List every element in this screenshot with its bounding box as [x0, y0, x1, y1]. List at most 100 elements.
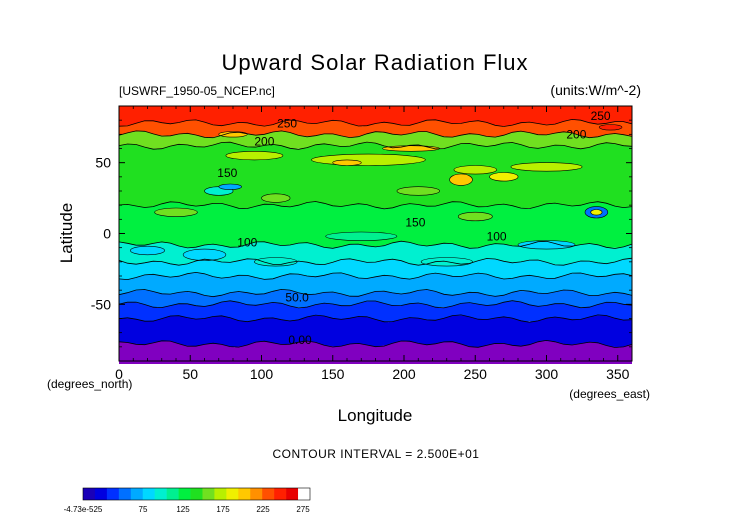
- contour-patch: [225, 151, 284, 161]
- colorbar-swatch: [142, 488, 155, 500]
- contour-patch: [218, 131, 248, 138]
- contour-label: 150: [405, 215, 425, 229]
- contour-label: 0.00: [288, 333, 312, 347]
- contour-label: 200: [566, 128, 586, 142]
- colorbar-swatch: [83, 488, 96, 500]
- y-axis-label: Latitude: [57, 203, 76, 264]
- colorbar-swatch: [214, 488, 227, 500]
- contour-patch: [510, 162, 583, 172]
- y-tick-label: 50: [95, 155, 111, 171]
- contour-patch: [598, 124, 623, 131]
- colorbar-tick-label: 75: [139, 505, 148, 514]
- colorbar-tick-label: 125: [176, 505, 190, 514]
- contour-line: [118, 118, 633, 127]
- x-tick-label: 100: [250, 366, 274, 382]
- x-tick-label: 50: [182, 366, 198, 382]
- file-label: [USWRF_1950-05_NCEP.nc]: [119, 84, 275, 98]
- contour-patch: [182, 248, 227, 261]
- x-tick-label: 150: [321, 366, 345, 382]
- colorbar-swatch: [130, 488, 144, 500]
- contour-band: [119, 142, 632, 209]
- colorbar-swatch: [274, 488, 287, 500]
- x-tick-label: 200: [392, 366, 416, 382]
- colorbar-swatch: [286, 488, 299, 500]
- contour-label: 250: [277, 116, 297, 130]
- colorbar-swatch: [298, 488, 311, 500]
- contour-label: 100: [487, 230, 507, 244]
- y-tick-label: 0: [103, 226, 111, 242]
- contour-line: [118, 130, 633, 139]
- colorbar-labels: -4.73e-525 75 125 175 225 275: [64, 505, 311, 514]
- contour-line: [118, 271, 633, 281]
- x-axis-ticks: 0 50 100 150 200 250 300 350: [115, 106, 630, 382]
- colorbar: [82, 487, 311, 501]
- colorbar-swatch: [94, 488, 108, 500]
- contour-line: [118, 141, 633, 150]
- x-tick-label: 300: [535, 366, 559, 382]
- contour-patch: [154, 207, 198, 217]
- contour-patch: [396, 186, 440, 196]
- contour-interval: CONTOUR INTERVAL = 2.500E+01: [273, 447, 480, 461]
- colorbar-swatch: [226, 488, 239, 500]
- contour-patch: [261, 193, 291, 203]
- contour-patch: [325, 231, 398, 241]
- contour-lines: [118, 118, 633, 348]
- colorbar-swatch: [118, 488, 132, 500]
- x-unit-label: (degrees_east): [569, 387, 650, 401]
- contour-patch: [218, 183, 242, 190]
- contour-patch: [517, 240, 576, 250]
- colorbar-swatch: [262, 488, 275, 500]
- colorbar-swatch: [154, 488, 167, 500]
- contour-patch: [449, 173, 473, 186]
- colorbar-swatch: [250, 488, 263, 500]
- contour-patch: [453, 165, 497, 175]
- contour-line: [118, 339, 633, 348]
- contour-patch: [590, 209, 603, 216]
- contour-patch: [130, 245, 165, 256]
- contour-line: [118, 300, 633, 309]
- contour-patch: [382, 145, 440, 152]
- colorbar-swatch: [106, 488, 120, 500]
- contour-band: [119, 106, 632, 126]
- contour-line: [118, 257, 633, 266]
- contour-label: 50.0: [285, 291, 309, 305]
- contour-patch: [254, 257, 298, 267]
- chart-title: Upward Solar Radiation Flux: [221, 50, 528, 75]
- x-axis-label: Longitude: [338, 406, 413, 425]
- y-unit-label: (degrees_north): [47, 377, 132, 391]
- plot-area: [119, 106, 632, 364]
- contour-band: [119, 258, 632, 279]
- contour-label: 150: [217, 166, 237, 180]
- colorbar-tick-label: -4.73e-525: [64, 505, 103, 514]
- contour-label: 200: [254, 135, 274, 149]
- colorbar-swatch: [166, 488, 179, 500]
- y-tick-label: -50: [91, 296, 111, 312]
- colorbar-swatch: [202, 488, 215, 500]
- contour-patch: [332, 159, 362, 166]
- x-tick-label: 350: [606, 366, 630, 382]
- colorbar-frame: [82, 487, 311, 501]
- contour-line: [118, 288, 633, 298]
- contour-line: [118, 201, 633, 210]
- contour-band: [119, 119, 632, 138]
- contour-band: [119, 315, 632, 347]
- contour-band: [119, 272, 632, 296]
- contour-line: [118, 314, 633, 323]
- y-axis-ticks: -50 0 50: [91, 119, 632, 348]
- contour-label: 100: [237, 235, 257, 249]
- contour-line: [118, 240, 633, 249]
- contour-band: [119, 301, 632, 322]
- colorbar-swatch: [178, 488, 191, 500]
- contour-patch: [489, 172, 519, 182]
- colorbar-tick-label: 275: [296, 505, 310, 514]
- colorbar-tick-label: 225: [256, 505, 270, 514]
- colorbar-tick-label: 175: [216, 505, 230, 514]
- contour-band: [119, 201, 632, 248]
- contour-patch: [457, 211, 493, 222]
- units-label: (units:W/m^-2): [550, 82, 641, 98]
- x-tick-label: 0: [115, 366, 123, 382]
- colorbar-swatch: [190, 488, 203, 500]
- colorbar-swatch: [238, 488, 251, 500]
